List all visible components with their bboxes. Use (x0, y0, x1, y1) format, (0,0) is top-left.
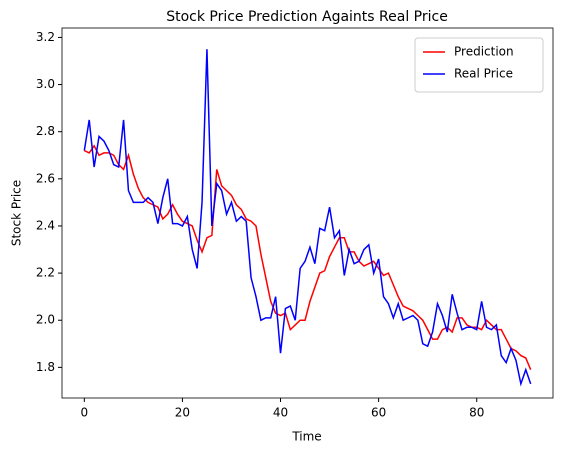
y-tick-label: 2.4 (36, 218, 55, 232)
series-line (83, 49, 532, 387)
x-axis-label: Time (291, 430, 321, 444)
axes-frame (61, 27, 554, 399)
x-tick-label: 20 (175, 406, 190, 420)
y-tick-label: 3.0 (36, 77, 55, 91)
y-tick-label: 2.2 (36, 266, 55, 280)
legend-label: Prediction (454, 45, 514, 59)
y-tick-label: 2.6 (36, 171, 55, 185)
y-tick-label: 3.2 (36, 30, 55, 44)
y-tick-label: 1.8 (36, 360, 55, 374)
y-tick-label: 2.8 (36, 124, 55, 138)
chart-title: Stock Price Prediction Againts Real Pric… (166, 9, 448, 25)
y-axis-label: Stock Price (10, 180, 24, 246)
legend-label: Real Price (454, 67, 513, 81)
legend-box (414, 37, 544, 93)
x-tick-label: 60 (371, 406, 386, 420)
x-tick-label: 0 (80, 406, 88, 420)
series-line (83, 144, 532, 371)
x-tick-label: 80 (469, 406, 484, 420)
x-tick-label: 40 (273, 406, 288, 420)
y-tick-label: 2.0 (36, 313, 55, 327)
